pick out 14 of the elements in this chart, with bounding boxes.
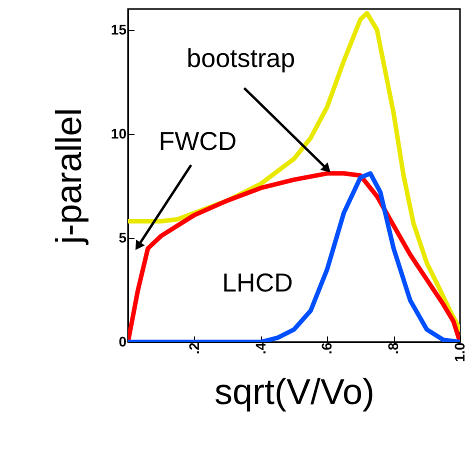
x-tick-label: .8 <box>385 342 402 354</box>
y-tick-label: 10 <box>110 125 127 142</box>
x-tick-label: 1.0 <box>452 342 468 362</box>
series-label: LHCD <box>222 268 293 298</box>
y-axis-title: j-parallel <box>48 108 89 246</box>
y-tick-label: 15 <box>110 21 127 38</box>
x-tick-label: .4 <box>252 342 268 354</box>
x-axis-title: sqrt(V/Vo) <box>214 370 375 412</box>
y-tick-label: 5 <box>118 229 127 246</box>
y-tick-label: 0 <box>118 334 127 350</box>
series-label: bootstrap <box>186 42 296 73</box>
x-tick-label: .2 <box>186 342 202 354</box>
series-label: FWCD <box>158 126 237 156</box>
x-tick-label: .6 <box>318 342 335 354</box>
